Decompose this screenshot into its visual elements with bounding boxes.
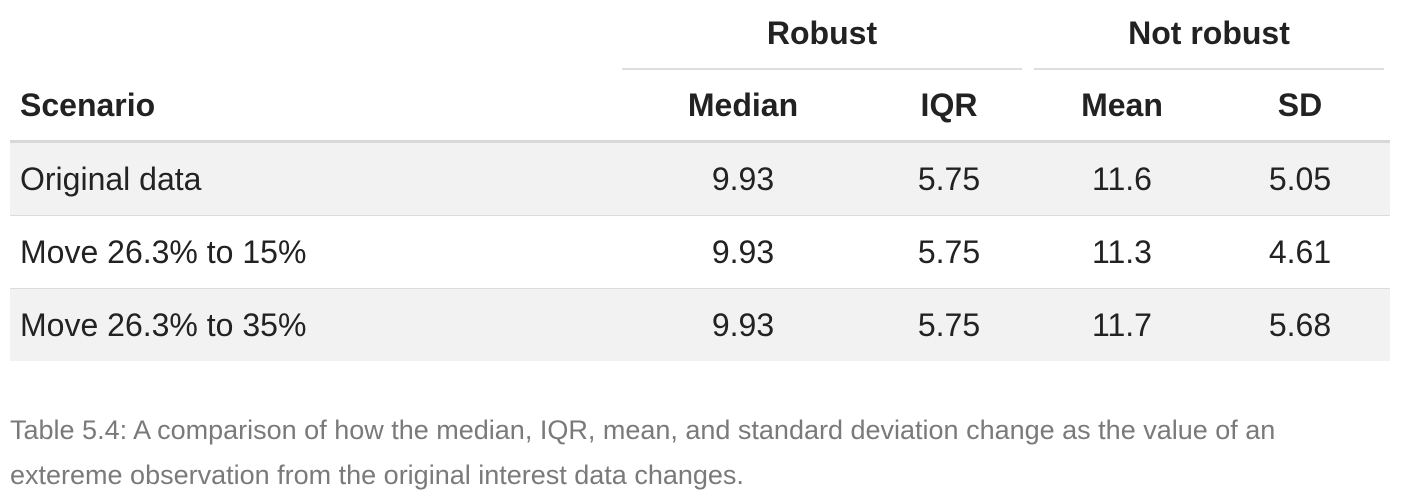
cell-sd: 5.05 — [1268, 160, 1332, 197]
cell-median: 9.93 — [711, 233, 775, 270]
cell-mean: 11.6 — [1092, 160, 1152, 197]
cell-sd: 4.61 — [1268, 233, 1332, 270]
spanner-not-robust-rule — [1034, 68, 1384, 70]
column-header-row: Scenario Median IQR Mean SD — [10, 70, 1390, 143]
header-median: Median — [687, 86, 799, 123]
cell-scenario: Move 26.3% to 15% — [20, 233, 307, 270]
table-row: Move 26.3% to 35% 9.93 5.75 11.7 5.68 — [10, 289, 1390, 361]
column-spanner-row: Robust Not robust — [10, 0, 1390, 70]
comparison-table: Robust Not robust Scenario Median IQR Me… — [10, 0, 1390, 361]
spanner-robust-rule — [622, 68, 1022, 70]
table-row: Original data 9.93 5.75 11.6 5.05 — [10, 143, 1390, 216]
cell-median: 9.93 — [711, 160, 775, 197]
cell-mean: 11.3 — [1092, 233, 1152, 270]
spanner-robust-label: Robust — [766, 15, 878, 51]
spanner-robust: Robust — [622, 0, 1022, 70]
cell-mean: 11.7 — [1092, 306, 1152, 343]
header-sd: SD — [1277, 86, 1323, 123]
header-scenario: Scenario — [20, 86, 156, 123]
spanner-not-robust-label: Not robust — [1128, 15, 1290, 51]
cell-scenario: Move 26.3% to 35% — [20, 306, 307, 343]
header-mean: Mean — [1081, 86, 1163, 123]
spanner-not-robust: Not robust — [1034, 0, 1384, 70]
table-body: Original data 9.93 5.75 11.6 5.05 Move 2… — [10, 143, 1390, 361]
table-caption: Table 5.4: A comparison of how the media… — [10, 415, 1276, 490]
cell-sd: 5.68 — [1268, 306, 1332, 343]
cell-iqr: 5.75 — [917, 160, 981, 197]
cell-iqr: 5.75 — [917, 306, 981, 343]
table-row: Move 26.3% to 15% 9.93 5.75 11.3 4.61 — [10, 216, 1390, 289]
cell-iqr: 5.75 — [917, 233, 981, 270]
cell-scenario: Original data — [20, 160, 202, 197]
header-iqr: IQR — [920, 86, 978, 123]
cell-median: 9.93 — [711, 306, 775, 343]
